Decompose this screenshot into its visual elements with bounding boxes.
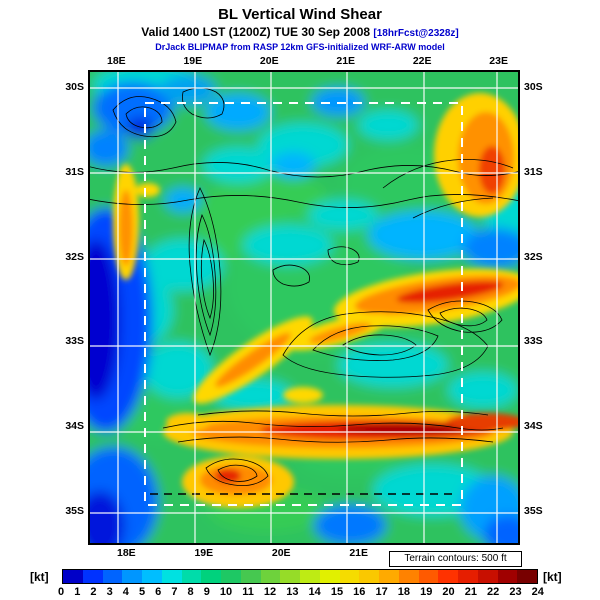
latitude-label: 31S (65, 165, 84, 178)
colorbar-cell (82, 570, 103, 583)
colorbar-tick-label: 22 (487, 586, 500, 598)
colorbar-cell (497, 570, 518, 583)
wind-shear-map (88, 70, 520, 545)
colorbar-tick-label: 15 (330, 586, 344, 598)
latitude-label: 33S (524, 335, 543, 348)
latitude-label: 33S (65, 335, 84, 348)
colorbar-tick-label: 23 (509, 586, 522, 598)
colorbar-tick-labels: 0 1 2 3 4 5 6 7 8 9 10 11 12 13 14 15 16 17 18 19 20 21 22 23 24 (58, 586, 544, 598)
latitude-label: 32S (65, 250, 84, 263)
colorbar-cell (260, 570, 281, 583)
wind-shear-field-plot (88, 70, 520, 545)
latitude-label: 34S (524, 420, 543, 433)
colorbar (62, 569, 538, 584)
colorbar-tick-label: 1 (74, 586, 81, 598)
latitude-label: 31S (524, 165, 543, 178)
latitude-label: 35S (65, 504, 84, 517)
colorbar-tick-label: 19 (420, 586, 433, 598)
model-attribution: DrJack BLIPMAP from RASP 12km GFS-initia… (155, 42, 445, 52)
colorbar-tick-label: 3 (106, 586, 113, 598)
colorbar-tick-label: 13 (286, 586, 299, 598)
colorbar-cell (359, 570, 379, 583)
valid-time-text: Valid 1400 LST (1200Z) TUE 30 Sep 2008 (141, 25, 371, 39)
bottom-longitude-labels: 18E 19E 20E 21E (117, 547, 368, 560)
latitude-label: 30S (524, 81, 543, 93)
longitude-label: 19E (183, 55, 203, 67)
colorbar-tick-label: 6 (155, 586, 162, 598)
colorbar-cell (438, 570, 458, 583)
longitude-label: 21E (336, 55, 356, 67)
longitude-label: 23E (489, 55, 508, 67)
latitude-label: 34S (65, 420, 84, 433)
latitude-label: 35S (524, 504, 543, 517)
colorbar-tick-label: 11 (242, 586, 254, 598)
colorbar-cell (398, 570, 419, 583)
colorbar-tick-label: 18 (397, 586, 411, 598)
colorbar-cell (280, 570, 300, 583)
longitude-label: 18E (117, 547, 136, 559)
colorbar-cell (240, 570, 261, 583)
colorbar-cell (122, 570, 142, 583)
colorbar-cell (102, 570, 123, 583)
latitude-label: 30S (65, 81, 84, 93)
colorbar-cell (221, 570, 241, 583)
colorbar-cell (517, 570, 537, 583)
colorbar-tick-label: 0 (58, 586, 65, 598)
colorbar-unit-left: [kt] (30, 570, 49, 584)
terrain-contours-note: Terrain contours: 500 ft (389, 551, 522, 567)
colorbar-cell (181, 570, 202, 583)
colorbar-cell (379, 570, 399, 583)
colorbar-tick-label: 7 (171, 586, 178, 598)
colorbar-tick-label: 12 (263, 586, 277, 598)
colorbar-cell (201, 570, 221, 583)
longitude-label: 18E (107, 55, 126, 67)
page-title: BL Vertical Wind Shear (218, 6, 382, 23)
colorbar-cell (63, 570, 83, 583)
colorbar-cell (477, 570, 498, 583)
colorbar-tick-label: 20 (442, 586, 455, 598)
longitude-label: 21E (349, 547, 368, 559)
colorbar-cell (161, 570, 182, 583)
right-latitude-labels: 30S 31S 32S 33S 34S 35S (524, 81, 552, 518)
colorbar-tick-label: 5 (138, 586, 146, 598)
map-border (88, 70, 520, 545)
colorbar-tick-label: 8 (187, 586, 194, 598)
colorbar-cell (339, 570, 360, 583)
forecast-tag: [18hrFcst@2328z] (373, 28, 459, 39)
colorbar-cell (458, 570, 478, 583)
colorbar-tick-label: 4 (122, 586, 129, 598)
colorbar-tick-label: 17 (375, 586, 388, 598)
colorbar-tick-label: 21 (464, 586, 477, 598)
colorbar-cell (142, 570, 162, 583)
top-longitude-labels: 18E 19E 20E 21E 22E 23E (107, 55, 508, 68)
colorbar-tick-label: 24 (531, 586, 544, 598)
longitude-label: 20E (271, 547, 291, 559)
colorbar-tick-label: 16 (353, 586, 366, 598)
colorbar-cell (300, 570, 320, 583)
latitude-label: 32S (524, 250, 543, 263)
colorbar-cell (418, 570, 439, 583)
valid-time-line: Valid 1400 LST (1200Z) TUE 30 Sep 2008 [… (0, 25, 600, 39)
latlon-grid-lines (88, 70, 520, 545)
longitude-label: 20E (259, 55, 279, 67)
left-latitude-labels: 30S 31S 32S 33S 34S 35S (56, 81, 84, 518)
colorbar-unit-right: [kt] (543, 570, 562, 584)
colorbar-tick-label: 9 (203, 586, 210, 598)
longitude-label: 19E (194, 547, 214, 559)
colorbar-cell (319, 570, 340, 583)
colorbar-tick-label: 2 (90, 586, 97, 598)
terrain-contour-lines (88, 87, 520, 486)
longitude-label: 22E (412, 55, 432, 67)
nested-domain-box (144, 102, 463, 506)
colorbar-tick-label: 10 (219, 586, 233, 598)
colorbar-tick-label: 14 (308, 586, 321, 598)
